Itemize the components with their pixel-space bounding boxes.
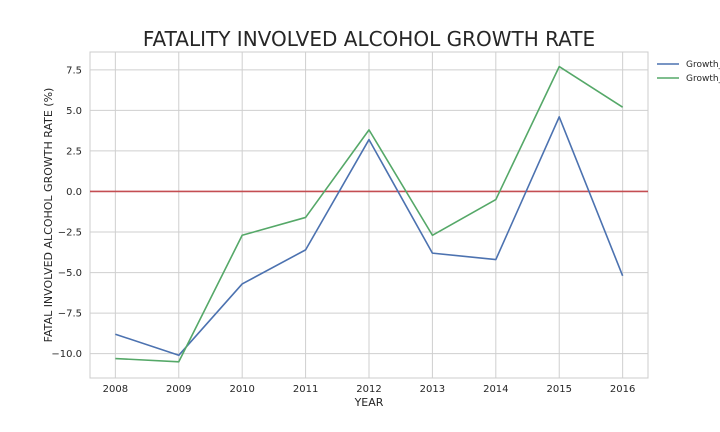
chart-title: FATALITY INVOLVED ALCOHOL GROWTH RATE [143,27,595,51]
legend-label-1: Growth_ [686,60,720,70]
x-tick-label: 2014 [483,384,508,395]
y-tick-label: −2.5 [58,228,82,239]
y-tick-label: −5.0 [58,268,82,279]
y-tick-label: 2.5 [66,146,82,157]
x-tick-label: 2010 [229,384,254,395]
y-tick-label: 0.0 [66,187,82,198]
y-tick-label: −7.5 [58,309,82,320]
x-tick-label: 2012 [356,384,381,395]
y-tick-label: 5.0 [66,106,82,117]
x-tick-label: 2015 [547,384,572,395]
x-tick-label: 2016 [610,384,635,395]
x-tick-label: 2009 [166,384,191,395]
x-tick-label: 2008 [103,384,128,395]
x-axis-label: YEAR [354,396,384,409]
plot-area: −10.0 −7.5 −5.0 −2.5 0.0 2.5 5.0 7.5 2008 2009 201… [51,51,649,395]
legend-label-2: Growth_ [686,74,720,84]
y-tick-label: −10.0 [51,349,82,360]
y-axis-label: FATAL INVOLVED ALCOHOL GROWTH RATE (%) [42,88,55,343]
x-tick-label: 2013 [420,384,445,395]
legend: Growth_ Growth_ [657,60,720,84]
x-tick-label: 2011 [293,384,318,395]
y-tick-label: 7.5 [66,65,82,76]
